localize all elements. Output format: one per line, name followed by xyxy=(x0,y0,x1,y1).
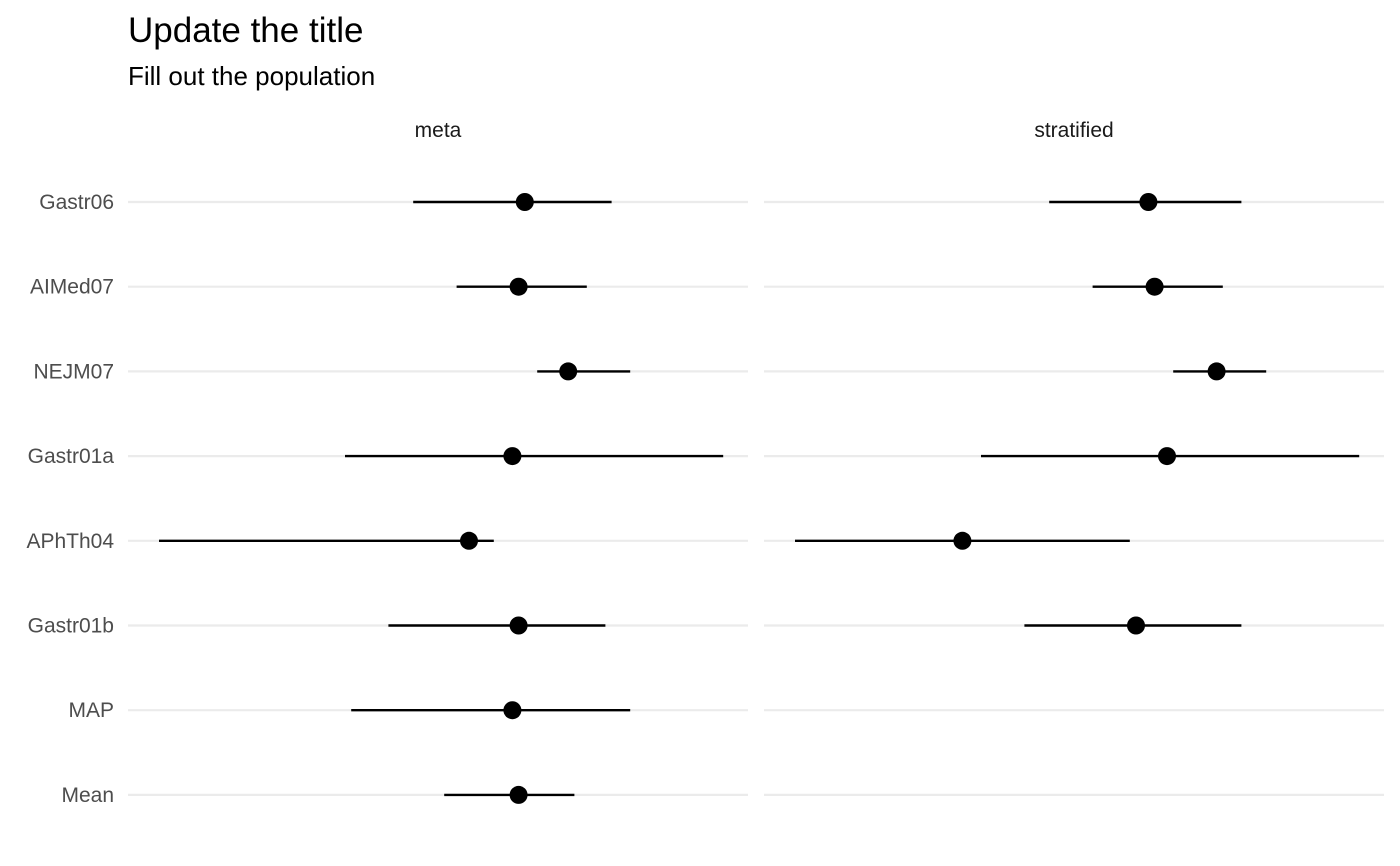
point-estimate xyxy=(509,616,528,635)
panel-strip-label: stratified xyxy=(1034,119,1113,142)
point-estimate xyxy=(503,447,522,466)
y-tick-label: NEJM07 xyxy=(33,360,114,383)
y-tick-label: MAP xyxy=(68,699,114,722)
y-tick-label: APhTh04 xyxy=(26,530,114,553)
point-estimate xyxy=(1207,362,1226,381)
point-estimate xyxy=(559,362,578,381)
panel-strip-label: meta xyxy=(415,119,462,142)
point-estimate xyxy=(515,193,534,211)
point-estimates xyxy=(460,193,1226,804)
point-estimate xyxy=(953,531,972,550)
panel-strip-labels: meta stratified xyxy=(415,119,1114,142)
y-axis-tick-labels: Gastr06 AIMed07 NEJM07 Gastr01a APhTh04 Gastr… xyxy=(26,191,114,807)
confidence-intervals xyxy=(159,200,1360,797)
chart-title: Update the title xyxy=(128,11,363,50)
point-estimate xyxy=(1145,277,1164,296)
y-tick-label: Gastr06 xyxy=(39,191,114,214)
chart-subtitle: Fill out the population xyxy=(128,61,375,91)
gridlines xyxy=(128,200,1384,797)
y-tick-label: Gastr01b xyxy=(28,615,114,638)
point-estimate xyxy=(1127,616,1145,635)
point-estimate xyxy=(460,531,478,550)
y-tick-label: Mean xyxy=(61,784,114,807)
point-estimate xyxy=(509,277,528,296)
point-estimate xyxy=(503,701,522,720)
point-estimate xyxy=(1158,447,1176,466)
point-estimate xyxy=(509,785,528,804)
y-tick-label: Gastr01a xyxy=(28,445,115,468)
point-estimate xyxy=(1139,193,1158,211)
y-tick-label: AIMed07 xyxy=(30,276,114,299)
